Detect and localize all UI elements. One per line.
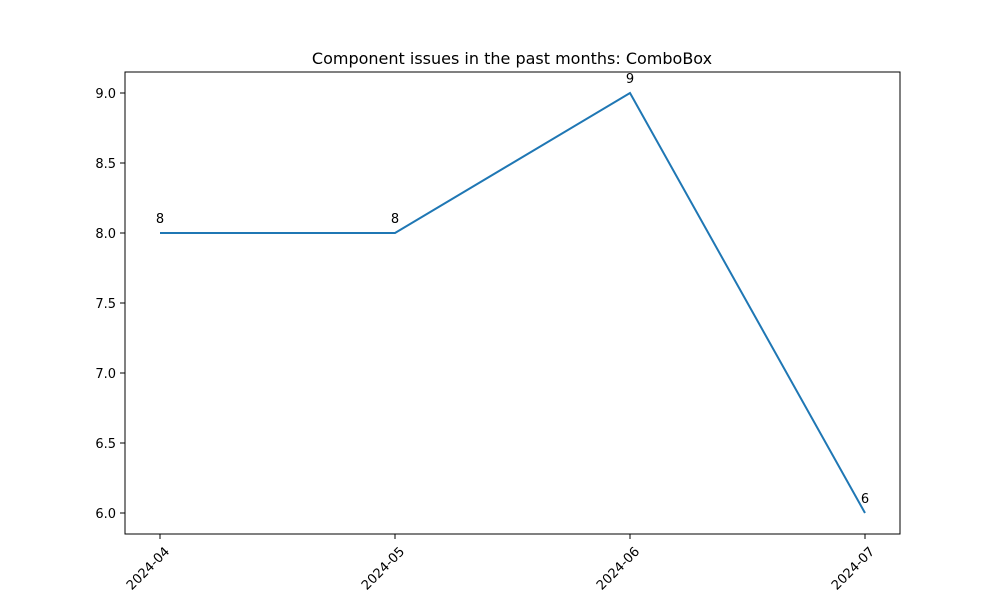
data-label: 8 [156,212,164,227]
data-label: 6 [861,492,869,507]
x-tick-label: 2024-04 [124,544,173,593]
series-layer [159,91,866,514]
y-tick-label: 8.0 [95,227,116,242]
x-tick-label: 2024-06 [594,544,643,593]
series-line [160,91,866,514]
y-tick-label: 7.5 [95,297,116,312]
y-tick-label: 9.0 [95,87,116,102]
data-label: 8 [391,212,399,227]
x-tick-label: 2024-05 [359,544,408,593]
y-tick-label: 8.5 [95,157,116,172]
data-label: 9 [626,72,634,87]
chart-title: Component issues in the past months: Com… [312,49,712,68]
y-tick-label: 6.0 [95,507,116,522]
plot-area [124,71,901,535]
x-tick-label: 2024-07 [829,544,878,593]
y-tick-label: 7.0 [95,367,116,382]
data-label-layer: 8 8 9 6 [156,72,869,507]
y-tick-label: 6.5 [95,437,116,452]
y-axis: 6.0 6.5 7.0 7.5 8.0 8.5 9.0 [95,87,125,522]
x-axis: 2024-04 2024-05 2024-06 2024-07 [124,534,878,593]
